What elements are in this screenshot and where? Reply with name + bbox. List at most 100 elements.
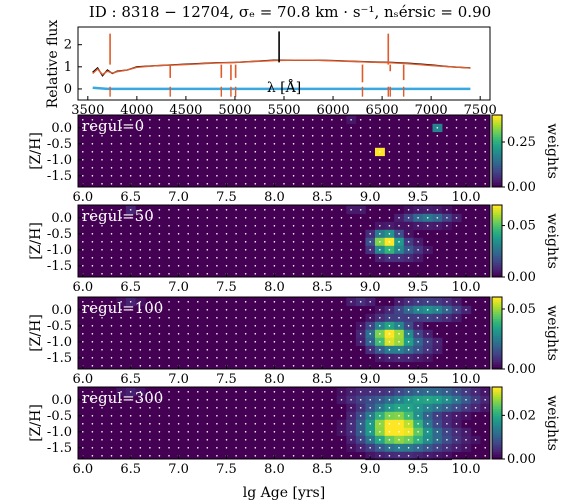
grid-dot [369,415,372,417]
grid-dot [359,241,362,243]
grid-dot [139,447,142,449]
grid-dot [350,455,352,457]
grid-dot [484,233,487,235]
grid-dot [359,447,362,449]
grid-dot [311,241,314,243]
grid-dot [350,119,352,121]
grid-dot [110,407,113,409]
grid-dot [82,333,84,335]
grid-dot [129,447,132,449]
grid-dot [484,135,487,137]
grid-dot [82,233,84,235]
grid-dot [82,301,84,303]
grid-dot [388,127,391,129]
grid-dot [359,183,362,185]
grid-dot [187,407,189,409]
grid-dot [91,143,94,145]
grid-dot [359,349,362,351]
grid-dot [264,265,266,267]
grid-dot [369,233,372,235]
grid-dot [225,151,228,153]
grid-dot [436,143,439,145]
grid-dot [359,249,362,251]
grid-dot [388,309,391,311]
grid-dot [254,217,257,219]
grid-dot [379,217,381,219]
grid-dot [254,183,257,185]
grid-dot [149,317,151,319]
grid-dot [149,357,151,359]
grid-dot [91,415,94,417]
colorbar-segment [492,427,502,431]
grid-dot [465,423,467,425]
grid-dot [206,415,209,417]
colorbar-segment [492,255,502,259]
grid-dot [197,399,199,401]
grid-dot [340,167,343,169]
grid-dot [235,309,237,311]
grid-dot [91,357,94,359]
grid-dot [426,151,429,153]
grid-dot [216,423,218,425]
grid-dot [101,241,103,243]
grid-dot [446,447,448,449]
grid-dot [426,325,429,327]
grid-dot [359,143,362,145]
grid-dot [446,325,448,327]
colorbar-segment [492,354,502,358]
grid-dot [484,225,487,227]
grid-dot [216,225,218,227]
grid-dot [474,183,477,185]
grid-dot [379,209,381,211]
grid-dot [455,341,458,343]
grid-dot [264,135,266,137]
grid-dot [139,333,142,335]
grid-dot [149,209,151,211]
grid-dot [187,175,189,177]
grid-dot [149,135,151,137]
grid-dot [436,225,439,227]
grid-dot [455,415,458,417]
grid-dot [292,241,295,243]
grid-dot [436,301,439,303]
grid-dot [216,357,218,359]
grid-dot [474,341,477,343]
grid-dot [244,365,247,367]
grid-dot [398,225,400,227]
grid-dot [455,309,458,311]
grid-dot [158,225,161,227]
colorbar-segment [492,447,502,450]
grid-dot [331,167,333,169]
grid-dot [206,439,209,441]
grid-dot [283,439,285,441]
grid-dot [426,365,429,367]
grid-dot [158,119,161,121]
grid-dot [91,439,94,441]
grid-dot [455,273,458,275]
grid-dot [206,175,209,177]
grid-dot [426,225,429,227]
heatmap-ytick-label: -1.0 [47,425,72,440]
grid-dot [225,209,228,211]
grid-dot [311,415,314,417]
grid-dot [177,127,180,129]
grid-dot [484,183,487,185]
grid-dot [359,415,362,417]
heatmap-ytick-label: -1.0 [47,243,72,258]
grid-dot [426,447,429,449]
grid-dot [321,391,324,393]
heatmap-ytick-label: 0.0 [51,121,72,136]
grid-dot [426,159,429,161]
colorbar-tick-label: 0.02 [507,408,536,423]
grid-dot [292,143,295,145]
grid-dot [446,167,448,169]
colorbar-segment [492,257,502,261]
grid-dot [350,333,352,335]
grid-dot [446,257,448,259]
grid-dot [82,143,84,145]
grid-dot [168,249,170,251]
grid-dot [168,241,170,243]
grid-dot [465,143,467,145]
grid-dot [417,257,419,259]
